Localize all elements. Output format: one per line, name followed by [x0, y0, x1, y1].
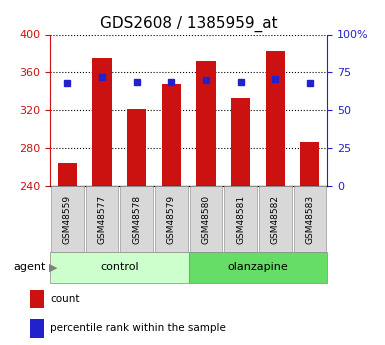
- Text: GSM48581: GSM48581: [236, 195, 245, 244]
- Bar: [231, 98, 250, 186]
- Bar: [266, 51, 285, 186]
- Text: count: count: [50, 294, 80, 304]
- Bar: [259, 186, 291, 252]
- Bar: [121, 186, 153, 252]
- Bar: [51, 186, 84, 252]
- Text: agent: agent: [13, 263, 46, 272]
- Text: GSM48559: GSM48559: [63, 195, 72, 244]
- Bar: [224, 186, 257, 252]
- Text: GSM48577: GSM48577: [97, 195, 107, 244]
- Bar: [86, 186, 118, 252]
- Text: percentile rank within the sample: percentile rank within the sample: [50, 323, 226, 333]
- Bar: [294, 186, 326, 252]
- Bar: [50, 252, 189, 283]
- Text: GSM48578: GSM48578: [132, 195, 141, 244]
- Text: GSM48580: GSM48580: [201, 195, 211, 244]
- Bar: [127, 108, 146, 186]
- Bar: [30, 290, 44, 308]
- Title: GDS2608 / 1385959_at: GDS2608 / 1385959_at: [100, 16, 278, 32]
- Bar: [30, 319, 44, 337]
- Text: olanzapine: olanzapine: [228, 263, 288, 272]
- Bar: [92, 58, 112, 186]
- Text: GSM48579: GSM48579: [167, 195, 176, 244]
- Bar: [196, 61, 216, 186]
- Bar: [300, 142, 320, 186]
- Bar: [162, 84, 181, 186]
- Bar: [58, 162, 77, 186]
- Text: control: control: [100, 263, 139, 272]
- Bar: [155, 186, 187, 252]
- Bar: [189, 252, 327, 283]
- Text: GSM48582: GSM48582: [271, 195, 280, 244]
- Text: GSM48583: GSM48583: [305, 195, 315, 244]
- Text: ▶: ▶: [49, 263, 58, 272]
- Bar: [190, 186, 222, 252]
